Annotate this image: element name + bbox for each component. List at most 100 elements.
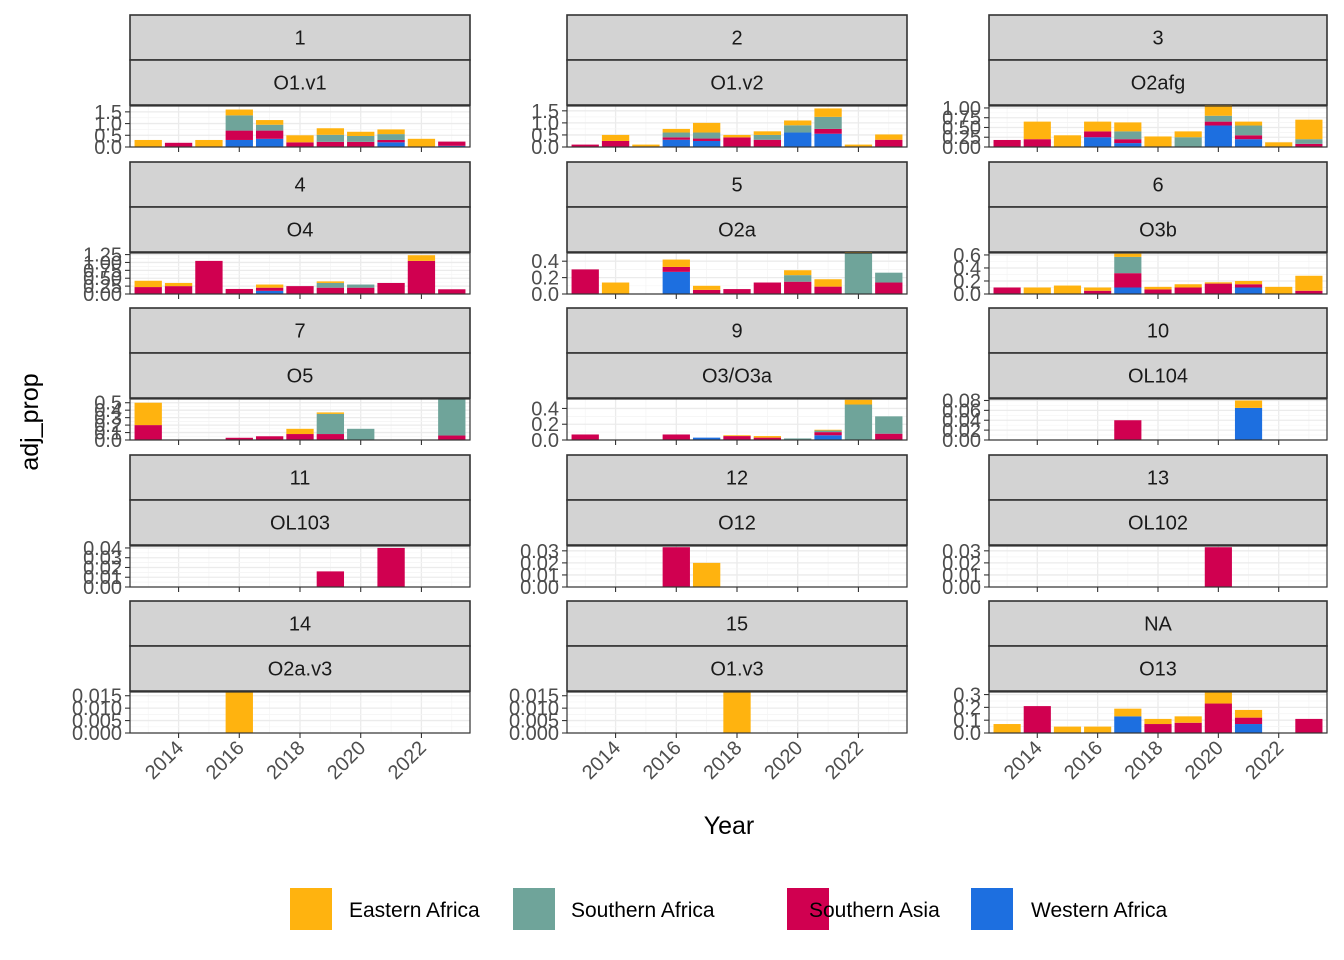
- y-tick-label: 0.0: [94, 430, 122, 452]
- bar-segment: [407, 255, 436, 261]
- y-tick-label: 1.00: [83, 252, 122, 274]
- x-tick-label: 2016: [639, 737, 686, 784]
- bar-segment: [844, 399, 873, 405]
- bar-segment: [438, 435, 466, 440]
- bar-segment: [1265, 286, 1293, 294]
- bar-segment: [316, 412, 345, 414]
- y-tick-label: 0.4: [94, 400, 122, 422]
- bar-segment: [1023, 287, 1051, 294]
- bar-segment: [1114, 139, 1142, 144]
- bar-segment: [286, 135, 314, 143]
- bar-segment: [723, 134, 751, 138]
- bar-segment: [875, 272, 903, 283]
- bar-segment: [1295, 290, 1323, 294]
- bar-segment: [1023, 706, 1051, 733]
- y-tick-label: 0.2: [94, 415, 122, 437]
- facet-strip-label: 4: [294, 175, 305, 197]
- bar-segment: [1234, 709, 1263, 718]
- facet-strip-top: [566, 14, 908, 61]
- y-tick-label: 0.0: [953, 723, 981, 745]
- facet-panel: 3 O2afg 0.000.250.500.751.00: [942, 14, 1328, 159]
- y-tick-label: 0.75: [942, 108, 981, 130]
- bar-segment: [286, 142, 314, 147]
- x-tick-label: 2018: [700, 737, 747, 784]
- facet-strip-label: 3: [1152, 28, 1163, 50]
- y-tick-label: 0.015: [72, 686, 122, 708]
- bar-segment: [316, 134, 345, 142]
- y-tick-label: 0.4: [531, 251, 559, 273]
- bar-segment: [723, 436, 751, 440]
- x-tick-label: 2014: [141, 737, 188, 784]
- y-tick-label: 0.0: [531, 430, 559, 452]
- bar-segment: [632, 144, 660, 147]
- legend: Eastern Africa Southern Africa Southern As…: [290, 888, 1167, 930]
- bar-segment: [255, 138, 284, 147]
- facet-strip-label: O1.v2: [710, 73, 763, 95]
- bar-segment: [692, 122, 721, 133]
- y-tick-label: 0.015: [509, 686, 559, 708]
- facet-strip-bottom: [566, 499, 908, 546]
- facet-panel: 2 O1.v2 0.00.51.01.5: [531, 14, 908, 159]
- x-tick-label: 2022: [821, 737, 868, 784]
- facet-strip-label: 5: [731, 175, 742, 197]
- bar-segment: [255, 287, 284, 291]
- bar-segment: [347, 131, 375, 136]
- bar-segment: [844, 144, 873, 147]
- bar-segment: [225, 288, 253, 294]
- y-tick-label: 0.02: [942, 420, 981, 442]
- bar-segment: [601, 282, 630, 294]
- facet-panel: 10 OL104 0.000.020.040.060.08: [942, 307, 1328, 452]
- bar-segment: [377, 139, 405, 143]
- bar-segment: [1234, 717, 1263, 725]
- y-tick-label: 0.01: [520, 565, 559, 587]
- y-tick-label: 0.25: [83, 276, 122, 298]
- bar-segment: [1114, 420, 1142, 440]
- facet-strip-label: 1: [294, 28, 305, 50]
- x-axis-title: Year: [704, 812, 755, 840]
- y-tick-label: 0.02: [83, 557, 122, 579]
- bar-segment: [1295, 275, 1323, 291]
- y-tick-label: 0.0: [531, 137, 559, 159]
- bar-segment: [1265, 142, 1293, 147]
- bar-segment: [662, 137, 690, 140]
- facet-strip-label: OL104: [1128, 366, 1188, 388]
- bar-segment: [225, 437, 253, 440]
- bar-segment: [377, 547, 405, 587]
- bar-segment: [662, 259, 690, 267]
- y-tick-label: 0.1: [94, 423, 122, 445]
- bar-segment: [993, 287, 1021, 294]
- bar-segment: [814, 435, 842, 440]
- bar-segment: [225, 692, 253, 733]
- bar-segment: [1114, 273, 1142, 288]
- bar-segment: [662, 266, 690, 272]
- facet-strip-label: 11: [290, 468, 311, 490]
- bar-segment: [1234, 407, 1263, 440]
- y-tick-label: 0.75: [83, 260, 122, 282]
- facet-strip-bottom: [988, 499, 1328, 546]
- bar-segment: [1144, 286, 1172, 290]
- facet-strip-top: [129, 14, 471, 61]
- y-axis-title: adj_prop: [16, 373, 44, 470]
- bar-segment: [195, 139, 223, 147]
- bar-segment: [134, 280, 162, 288]
- y-tick-label: 0.02: [520, 553, 559, 575]
- bar-segment: [1295, 119, 1323, 140]
- bar-segment: [1114, 287, 1142, 294]
- facet-strip-bottom: [988, 206, 1328, 253]
- legend-label: Southern Asia: [809, 899, 940, 922]
- x-tick-label: 2020: [760, 737, 807, 784]
- bar-segment: [784, 275, 812, 282]
- facet-strip-bottom: [988, 645, 1328, 692]
- y-tick-label: 0.06: [942, 400, 981, 422]
- bar-segment: [134, 139, 162, 147]
- facet-panel: 11 OL103 0.000.010.020.030.04: [83, 454, 471, 599]
- bar-segment: [1084, 287, 1112, 291]
- facet-strip-bottom: [988, 352, 1328, 399]
- facet-strip-top: [988, 454, 1328, 501]
- y-tick-label: 0.4: [531, 398, 559, 420]
- y-tick-label: 0.005: [509, 711, 559, 733]
- bar-segment: [1174, 284, 1202, 288]
- y-tick-label: 0.00: [83, 284, 122, 306]
- y-tick-label: 0.25: [942, 127, 981, 149]
- bar-segment: [134, 425, 162, 440]
